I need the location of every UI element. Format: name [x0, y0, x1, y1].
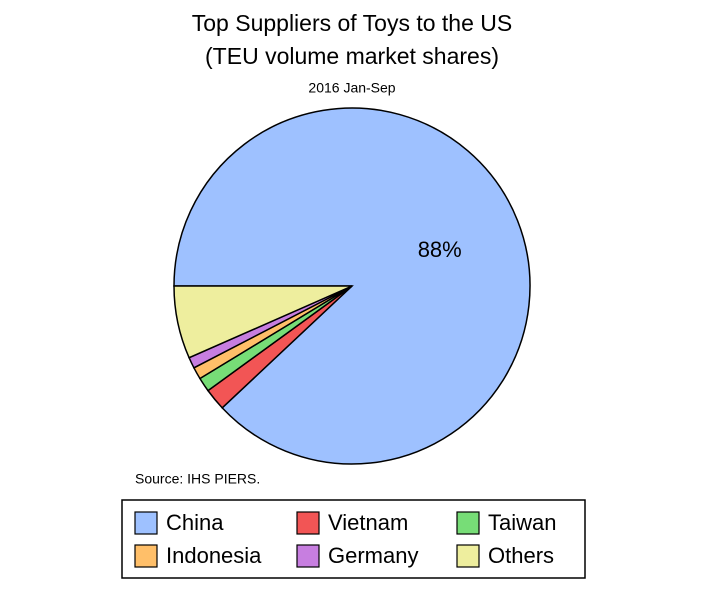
legend-label: Vietnam	[328, 510, 408, 535]
legend-label: Indonesia	[166, 543, 262, 568]
source-note: Source: IHS PIERS.	[135, 471, 260, 487]
legend-label: Taiwan	[488, 510, 556, 535]
pie-slice	[173, 107, 531, 465]
legend-swatch	[456, 544, 480, 568]
pie-slice	[173, 285, 353, 359]
legend-label: Others	[488, 543, 554, 568]
chart-title: Top Suppliers of Toys to the US	[192, 10, 512, 36]
legend-swatch	[134, 511, 158, 535]
legend-box	[121, 499, 586, 579]
chart-title: (TEU volume market shares)	[205, 43, 499, 69]
data-label: 88%	[418, 237, 462, 262]
chart-subtitle: 2016 Jan-Sep	[308, 80, 395, 96]
legend-label: Germany	[328, 543, 418, 568]
legend-swatch	[456, 511, 480, 535]
legend-label: China	[166, 510, 224, 535]
legend-swatch	[296, 544, 320, 568]
legend-swatch	[296, 511, 320, 535]
legend-swatch	[134, 544, 158, 568]
